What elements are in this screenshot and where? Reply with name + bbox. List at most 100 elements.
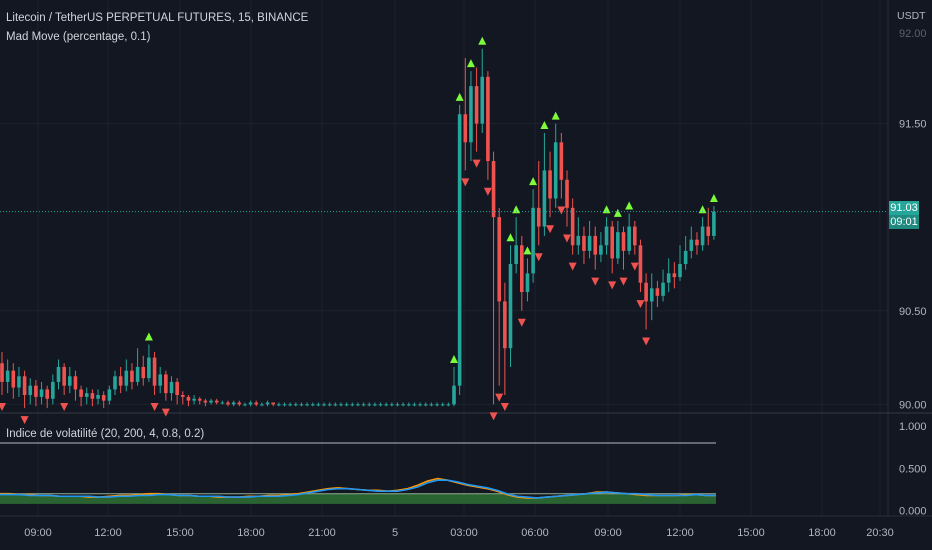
signal-down-arrow bbox=[546, 225, 555, 234]
candle-body bbox=[226, 402, 230, 405]
candle-body bbox=[130, 370, 134, 382]
candle-body bbox=[480, 76, 485, 124]
candle-body bbox=[565, 179, 569, 208]
candle-body bbox=[412, 404, 417, 406]
candle-body bbox=[214, 400, 219, 403]
time-tick-label: 15:00 bbox=[737, 527, 765, 539]
indicator-axis[interactable]: 0.000 0.500 1.000 bbox=[899, 421, 927, 517]
candle-body bbox=[265, 402, 270, 405]
candle-body bbox=[689, 239, 694, 251]
candle-body bbox=[407, 404, 411, 406]
candle-body bbox=[361, 404, 366, 406]
candle-body bbox=[51, 381, 55, 399]
signal-up-arrow bbox=[529, 177, 538, 186]
candle-body bbox=[237, 402, 242, 405]
signal-down-arrow bbox=[495, 393, 504, 402]
price-axis[interactable]: 90.00 90.50 91.50 bbox=[899, 119, 927, 412]
candle-body bbox=[124, 370, 129, 386]
indicator-legend-volatility[interactable]: Indice de volatilité (20, 200, 4, 0.8, 0… bbox=[6, 428, 205, 440]
candle-body bbox=[633, 226, 637, 246]
candle-body bbox=[209, 400, 213, 403]
time-tick-label: 12:00 bbox=[94, 527, 122, 539]
price-tick-label: 90.00 bbox=[899, 399, 927, 411]
candle-body bbox=[672, 273, 677, 278]
candle-body bbox=[56, 366, 61, 382]
candle-body bbox=[260, 404, 264, 406]
candle-body bbox=[181, 395, 185, 397]
candle-body bbox=[299, 404, 304, 406]
candle-body bbox=[327, 404, 332, 406]
symbol-title[interactable]: Litecoin / TetherUS PERPETUAL FUTURES, 1… bbox=[6, 12, 309, 24]
candle-body bbox=[604, 226, 609, 246]
candle-body bbox=[435, 404, 439, 406]
candle-body bbox=[429, 404, 434, 406]
candle-body bbox=[514, 245, 518, 264]
time-tick-label: 5 bbox=[392, 527, 398, 539]
candle-body bbox=[661, 282, 665, 296]
candle-body bbox=[440, 404, 445, 406]
candle-body bbox=[17, 376, 21, 388]
candle-body bbox=[520, 245, 524, 293]
candle-body bbox=[22, 376, 27, 396]
signal-down-arrow bbox=[630, 262, 639, 271]
signal-up-arrow bbox=[450, 354, 458, 363]
candle-body bbox=[322, 404, 326, 406]
candle-body bbox=[446, 404, 451, 406]
candle-body bbox=[599, 245, 603, 255]
signal-up-arrow bbox=[625, 201, 634, 210]
time-tick-label: 21:00 bbox=[308, 527, 336, 539]
signal-up-arrow bbox=[478, 36, 487, 45]
candle-body bbox=[610, 226, 614, 259]
candle-body bbox=[350, 404, 355, 406]
candle-body bbox=[474, 86, 479, 124]
candle-body bbox=[73, 376, 78, 390]
candle-body bbox=[271, 402, 275, 405]
candle-body bbox=[158, 374, 162, 386]
candle-body bbox=[39, 389, 44, 397]
candle-body bbox=[457, 114, 462, 386]
candle-body bbox=[11, 370, 16, 388]
candle-body bbox=[45, 389, 49, 399]
candle-body bbox=[525, 273, 530, 293]
candle-body bbox=[452, 385, 456, 405]
candle-body bbox=[576, 235, 581, 246]
time-tick-label: 12:00 bbox=[666, 527, 694, 539]
candle-body bbox=[96, 395, 100, 399]
candle-body bbox=[0, 363, 4, 382]
candle-body bbox=[344, 404, 349, 406]
candle-body bbox=[536, 207, 541, 227]
candle-body bbox=[5, 370, 10, 382]
signal-down-arrow bbox=[517, 318, 526, 327]
candle-body bbox=[107, 389, 112, 401]
candle-body bbox=[570, 207, 575, 246]
candle-body bbox=[644, 282, 648, 302]
candle-body bbox=[175, 381, 179, 396]
candle-body bbox=[683, 250, 688, 264]
indicator-tick-label: 1.000 bbox=[899, 421, 927, 433]
indicator-tick-label: 0.500 bbox=[899, 463, 927, 475]
candle-body bbox=[277, 404, 281, 406]
candle-body bbox=[706, 226, 711, 236]
time-axis[interactable]: 09:00 12:00 15:00 18:00 21:00 5 03:00 06:00 09:0… bbox=[24, 527, 894, 539]
candle-body bbox=[395, 404, 400, 406]
candle-body bbox=[582, 235, 586, 251]
candle-body bbox=[113, 376, 117, 390]
candle-body bbox=[164, 374, 168, 394]
candle-body bbox=[666, 273, 671, 283]
time-tick-label: 03:00 bbox=[450, 527, 478, 539]
signal-down-arrow bbox=[150, 403, 159, 412]
signal-down-arrow bbox=[642, 337, 651, 346]
signal-down-arrow bbox=[461, 178, 470, 187]
candle-body bbox=[254, 402, 259, 405]
candle-body bbox=[508, 263, 513, 349]
signal-down-arrow bbox=[608, 281, 617, 290]
candle-body bbox=[294, 404, 298, 406]
signal-up-arrow bbox=[551, 111, 560, 120]
candle-body bbox=[497, 217, 501, 302]
bar-countdown-tag: 09:01 bbox=[889, 215, 919, 229]
signal-up-arrow bbox=[466, 59, 475, 68]
candle-body bbox=[486, 76, 490, 162]
price-tick-label: 91.50 bbox=[899, 119, 927, 131]
indicator-legend-mad-move[interactable]: Mad Move (percentage, 0.1) bbox=[6, 31, 151, 43]
